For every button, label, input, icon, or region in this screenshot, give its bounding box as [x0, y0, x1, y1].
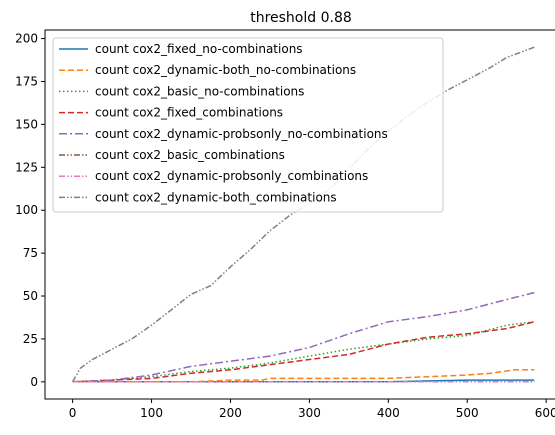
y-tick-label: 25: [23, 332, 38, 346]
x-tick-label: 200: [219, 406, 242, 420]
y-tick-label: 75: [23, 246, 38, 260]
legend-label-5: count cox2_dynamic-probsonly_no-combinat…: [95, 127, 388, 141]
y-tick-label: 200: [15, 32, 38, 46]
x-tick-label: 500: [456, 406, 479, 420]
legend-label-3: count cox2_basic_no-combinations: [95, 84, 304, 98]
x-tick-label: 400: [377, 406, 400, 420]
x-tick-label: 0: [69, 406, 77, 420]
x-tick-label: 100: [140, 406, 163, 420]
legend-label-7: count cox2_dynamic-probsonly_combination…: [95, 169, 368, 183]
chart-title: threshold 0.88: [250, 10, 352, 26]
y-tick-label: 0: [30, 375, 38, 389]
legend-label-6: count cox2_basic_combinations: [95, 148, 285, 162]
legend-box: [52, 37, 444, 213]
y-tick-label: 150: [15, 117, 38, 131]
axes: 0 100 200 300 400 500 600 0 25 50 75 100 125 150 175 20…: [15, 32, 555, 420]
series-line-2: [72, 369, 535, 383]
x-tick-label: 600: [535, 406, 555, 420]
legend-label-1: count cox2_fixed_no-combinations: [95, 42, 303, 56]
series-line-3: [72, 321, 535, 383]
y-tick-label: 175: [15, 74, 38, 88]
series-line-5: [72, 291, 535, 383]
y-tick-label: 100: [15, 203, 38, 217]
series-line-4: [72, 321, 535, 383]
y-tick-label: 50: [23, 289, 38, 303]
plot-area: [71, 46, 535, 383]
legend-label-4: count cox2_fixed_combinations: [95, 106, 283, 120]
plot-frame: [44, 29, 555, 400]
legend-label-2: count cox2_dynamic-both_no-combinations: [95, 63, 356, 77]
x-tick-label: 300: [298, 406, 321, 420]
legend-label-8: count cox2_dynamic-both_combinations: [95, 190, 337, 204]
y-tick-label: 125: [15, 160, 38, 174]
